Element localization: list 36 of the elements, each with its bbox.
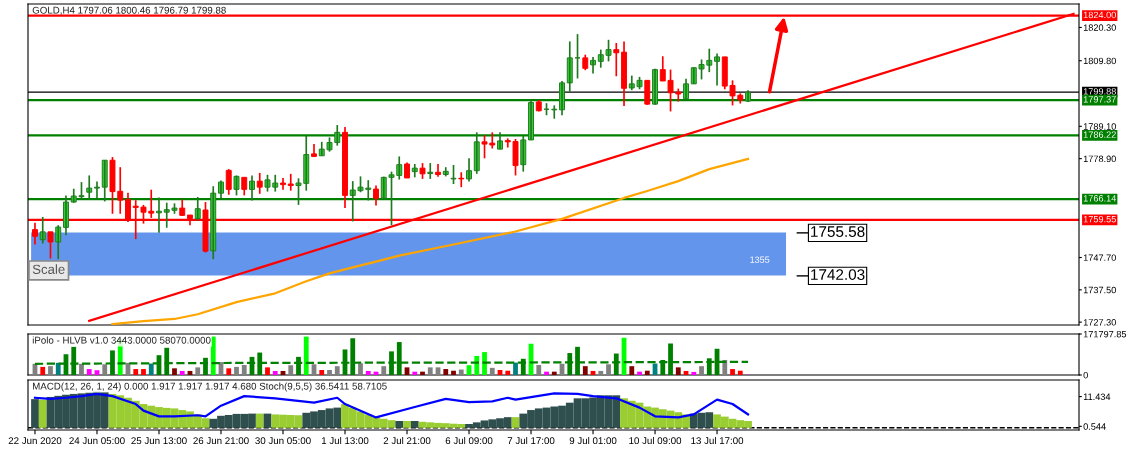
y-tick-label: 0.544 bbox=[1083, 423, 1106, 430]
ref-line-label: 1799.88 bbox=[1083, 88, 1116, 95]
x-tick-label: 10 Jul 09:00 bbox=[629, 436, 682, 445]
annotation: 1742.03 bbox=[811, 269, 865, 280]
x-tick-label: 7 Jul 17:00 bbox=[507, 436, 555, 445]
y-tick-label: 1727.30 bbox=[1083, 319, 1116, 326]
chart-title: GOLD,H4 1797.06 1800.46 1796.79 1799.88 bbox=[32, 6, 226, 15]
ref-line-label: 1786.22 bbox=[1083, 131, 1116, 138]
ref-line-label: 1797.37 bbox=[1083, 96, 1116, 103]
y-tick-label: 1778.90 bbox=[1083, 155, 1116, 163]
x-tick-label: 26 Jun 21:00 bbox=[193, 437, 249, 445]
ref-line-label: 1759.55 bbox=[1083, 215, 1116, 223]
y-tick-label: 1789.10 bbox=[1083, 123, 1116, 130]
x-tick-label: 30 Jun 05:00 bbox=[255, 437, 311, 445]
y-tick-label: 1747.70 bbox=[1083, 254, 1116, 261]
y-tick-label: 171797.85 bbox=[1083, 330, 1127, 338]
ref-line-label: 1766.14 bbox=[1083, 195, 1117, 202]
ref-line-label: 1824.00 bbox=[1083, 11, 1116, 19]
x-tick-label: 22 Jun 2020 bbox=[8, 437, 62, 445]
x-tick-label: 13 Jul 17:00 bbox=[691, 436, 744, 445]
chart-title: iPolo - HLVB v1.0 3443.0000 58070.0000 bbox=[32, 336, 211, 344]
x-tick-label: 6 Jul 09:00 bbox=[445, 436, 493, 445]
y-tick-label: 1737.50 bbox=[1083, 286, 1116, 294]
y-tick-label: 11.434 bbox=[1083, 393, 1111, 400]
chart-title: MACD(12, 26, 1, 24) 0.000 1.917 1.917 1.917 4.680 Stoch(9,5,5) 36.5411 58.7105 bbox=[33, 382, 387, 392]
y-tick-label: 1820.30 bbox=[1083, 24, 1116, 31]
x-tick-label: 1 Jul 13:00 bbox=[321, 436, 369, 445]
x-tick-label: 2 Jul 21:00 bbox=[383, 436, 431, 445]
annotation: 1755.58 bbox=[811, 226, 865, 237]
annotation: Scale bbox=[32, 264, 65, 274]
band-label: 1355 bbox=[750, 256, 770, 263]
x-tick-label: 24 Jun 05:00 bbox=[69, 437, 125, 445]
y-tick-label: 1809.80 bbox=[1083, 57, 1116, 65]
x-tick-label: 25 Jun 13:00 bbox=[131, 437, 187, 445]
y-tick-label: 0 bbox=[1083, 371, 1088, 379]
x-tick-label: 9 Jul 01:00 bbox=[569, 436, 617, 445]
